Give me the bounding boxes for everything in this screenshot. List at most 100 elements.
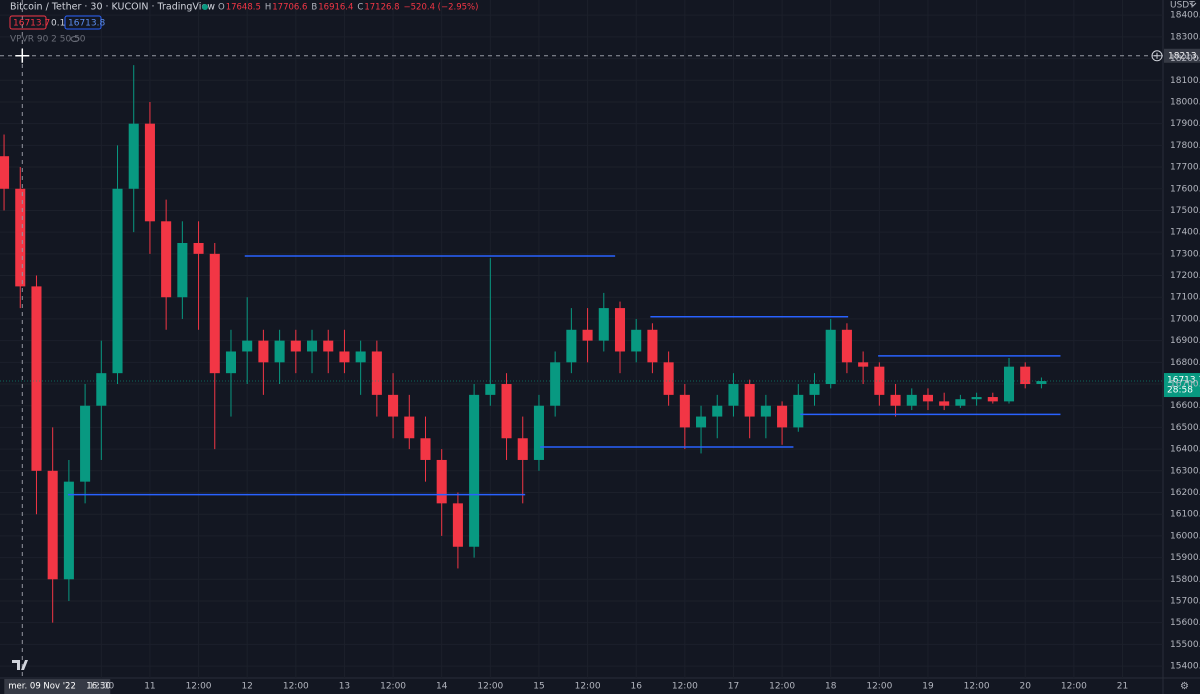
candle-body [306, 340, 318, 352]
currency-dropdown[interactable] [1189, 2, 1197, 7]
candle-body [47, 470, 58, 580]
indicator-label: VPVR 90 2 50 50 [10, 35, 86, 45]
add-alert-plus[interactable] [1154, 52, 1160, 59]
crosshair-date-label: mer. 09 Nov '22 [8, 682, 76, 692]
candle-body [96, 373, 107, 406]
candle-body [209, 253, 220, 374]
tv-logo [12, 660, 28, 670]
x-tick-label: 20 [1019, 682, 1031, 692]
sell-price[interactable]: 16713.7 [13, 19, 50, 29]
y-tick-label: 17300.0 [1170, 249, 1200, 259]
y-tick-label: 17400.0 [1170, 228, 1200, 238]
y-tick-label: 15400.0 [1170, 662, 1200, 672]
candle-body [144, 123, 155, 222]
candle-body [631, 329, 642, 352]
x-tick-label: 16 [630, 682, 642, 692]
candle-body [922, 394, 933, 402]
candle-body [679, 394, 690, 428]
y-tick-label: 16200.0 [1170, 488, 1200, 498]
y-tick-label: 16000.0 [1170, 531, 1200, 541]
candle-body [614, 308, 626, 352]
y-tick-label: 16700.0 [1170, 380, 1200, 390]
ohlc-value: 17648.5 [226, 3, 261, 13]
x-tick-label: 12:00 [672, 682, 698, 692]
candle-body [825, 329, 836, 385]
y-tick-label: 16100.0 [1170, 510, 1200, 520]
crosshair-price-label: 18213.0 [1168, 51, 1200, 61]
y-tick-label: 17700.0 [1170, 163, 1200, 173]
candle-body [550, 362, 561, 406]
candle-body [193, 242, 204, 254]
candle-body [647, 329, 658, 363]
y-tick-label: 18200.0 [1170, 54, 1200, 64]
candle-body [371, 351, 382, 395]
symbol-title: Bitcoin / Tether · 30 · KUCOIN · Trading… [10, 2, 215, 13]
ohlc-key: H [265, 3, 271, 13]
candle-body [31, 286, 42, 471]
x-tick-label: 17 [728, 682, 739, 692]
candle-body [906, 394, 917, 406]
candle-body [469, 394, 480, 547]
candle-body [1036, 381, 1047, 385]
sell-button[interactable] [9, 15, 47, 30]
buy-button[interactable] [64, 15, 102, 30]
candle-body [225, 351, 237, 374]
ohlc-value: 16916.4 [318, 3, 353, 13]
currency: USDT [1170, 1, 1195, 11]
y-tick-label: 15800.0 [1170, 575, 1200, 585]
candle-body [420, 438, 431, 460]
x-tick-label: 18 [825, 682, 837, 692]
candle-body [890, 394, 901, 406]
candle-body [1003, 366, 1015, 402]
last-price-label: 16713.7 [1167, 376, 1200, 386]
candle-body [760, 405, 771, 417]
candle-body [858, 362, 869, 367]
x-tick-label: 11 [144, 682, 155, 692]
visibility-icon[interactable] [70, 36, 80, 42]
candle-body [355, 351, 366, 363]
ohlc-value: 17126.8 [364, 3, 399, 13]
candle-body [533, 405, 544, 460]
add-alert-button[interactable] [1151, 50, 1163, 62]
candle-body [566, 329, 577, 363]
candle-body [323, 340, 334, 352]
y-tick-label: 17600.0 [1170, 184, 1200, 194]
candle-body [987, 397, 998, 402]
y-tick-label: 15900.0 [1170, 553, 1200, 563]
candle-body [80, 405, 91, 482]
x-tick-label: 21 [1117, 682, 1128, 692]
y-tick-label: 17200.0 [1170, 271, 1200, 281]
candle-body [177, 242, 188, 298]
ohlc-key: C [357, 3, 363, 13]
x-tick-label: 12:00 [477, 682, 503, 692]
candle-body [404, 416, 415, 439]
y-tick-label: 17100.0 [1170, 293, 1200, 303]
x-tick-label: 12:00 [88, 682, 114, 692]
candle-body [971, 397, 982, 400]
y-tick-label: 15700.0 [1170, 596, 1200, 606]
y-tick-label: 16800.0 [1170, 358, 1200, 368]
y-tick-label: 16900.0 [1170, 336, 1200, 346]
crosshair-time-label: 16:30 [86, 682, 111, 692]
y-tick-label: 17900.0 [1170, 119, 1200, 129]
x-tick-label: 12:00 [380, 682, 406, 692]
x-tick-label: 15 [533, 682, 544, 692]
y-tick-label: 17500.0 [1170, 206, 1200, 216]
y-tick-label: 16300.0 [1170, 466, 1200, 476]
candle-body [777, 405, 788, 428]
candle-body [485, 384, 496, 395]
x-tick-label: 12:00 [866, 682, 892, 692]
candle-body [955, 399, 966, 406]
x-tick-label: 14 [436, 682, 448, 692]
x-tick-label: 12 [241, 682, 252, 692]
candle-body [582, 329, 593, 341]
quantity: 0.1 [51, 19, 65, 29]
candle-body [274, 340, 285, 363]
candle-body [744, 384, 755, 417]
ohlc-value: 17706.6 [272, 3, 307, 13]
settings-icon[interactable]: ⚙ [1180, 681, 1189, 692]
buy-price[interactable]: 16713.8 [68, 19, 105, 29]
candle-body [793, 394, 804, 428]
